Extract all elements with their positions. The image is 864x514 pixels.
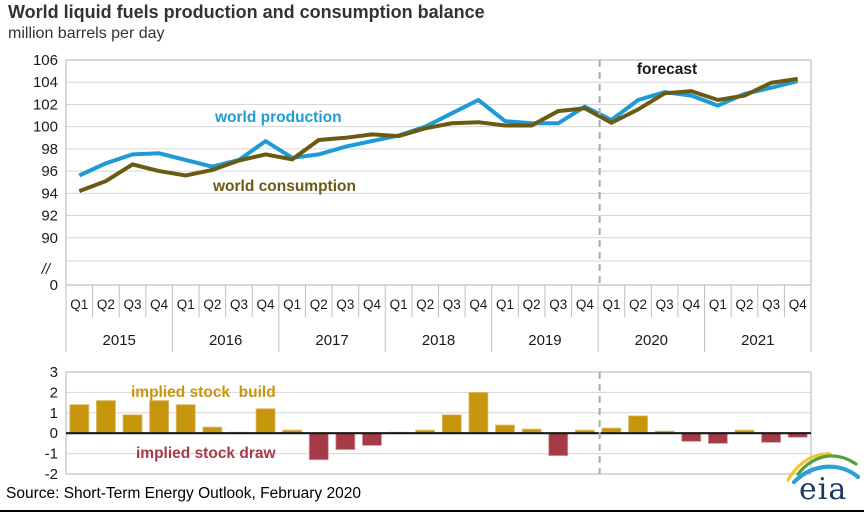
svg-text:3: 3 [50,364,58,381]
quarter-label: Q2 [629,297,647,312]
stock-draw-bar [362,432,382,446]
svg-text:100: 100 [33,119,58,136]
year-label: 2019 [528,332,561,349]
source-note: Source: Short-Term Energy Outlook, Febru… [6,485,361,502]
balance-bars [69,391,808,461]
production-line [78,79,799,178]
eia-logo-text: eia [799,472,848,507]
stock-build-bar [468,391,489,434]
stock-build-bar [69,404,90,434]
y-axis-labels: 3 2 1 0 -1 -2 [45,364,58,483]
year-label: 2015 [103,332,136,349]
eia-logo: eia [786,450,860,508]
svg-text:2: 2 [50,384,58,401]
quarter-label: Q4 [682,297,701,312]
svg-text:0: 0 [50,277,58,294]
quarter-label: Q2 [416,297,434,312]
stock-build-bar [175,404,196,434]
axis-break-mark: // [41,261,52,278]
svg-text:94: 94 [41,185,58,202]
stock-build-bar [628,415,648,434]
implied-stock-chart: 3 2 1 0 -1 -2 implied stock build implied stock… [45,364,812,483]
consumption-line [78,76,798,193]
svg-text:96: 96 [41,163,58,180]
year-label: 2021 [741,332,774,349]
stock-draw-bar [761,432,781,443]
quarter-label: Q4 [469,297,488,312]
quarter-label: Q3 [762,297,780,312]
svg-text:106: 106 [33,52,58,69]
quarter-label: Q1 [496,297,514,312]
stock-build-bar [495,424,515,434]
svg-text:90: 90 [41,230,58,247]
x-axis-labels: Q1 Q2 Q3 Q4 Q1 Q2 Q3 Q4 Q1 Q2 Q3 Q4 Q1 Q2 Q3 Q4 Q1 Q2 Q3 Q4… [65,285,812,352]
year-label: 2017 [315,332,348,349]
svg-text:98: 98 [41,141,58,158]
stock-draw-bar [308,432,329,461]
eia-logo-swoosh-icon [786,452,860,484]
stock-draw-bar [707,432,728,444]
quarter-label: Q3 [549,297,567,312]
stock-build-bar [255,408,276,434]
quarter-label: Q2 [203,297,221,312]
stock-draw-label: implied stock draw [136,445,276,462]
production-consumption-chart: 106 104 102 100 98 96 94 92 90 //0 world productio… [33,52,812,294]
quarter-label: Q3 [656,297,674,312]
quarter-label: Q3 [230,297,248,312]
svg-text:1: 1 [50,405,58,422]
y-axis-labels: 106 104 102 100 98 96 94 92 90 //0 [33,52,58,294]
stock-build-label: implied stock build [131,384,276,401]
chart-units-label: million barrels per day [8,25,165,42]
quarter-label: Q1 [177,297,195,312]
stock-draw-bar [548,432,569,457]
quarter-label: Q1 [390,297,408,312]
year-label: 2016 [209,332,242,349]
quarter-label: Q2 [97,297,115,312]
year-label: 2018 [422,332,455,349]
stock-build-bar [96,400,116,434]
consumption-series-label: world consumption [212,178,356,195]
stock-draw-bar [681,432,702,442]
quarter-label: Q1 [602,297,620,312]
quarter-label: Q4 [257,297,276,312]
footer-rule [0,510,864,512]
svg-text:104: 104 [33,74,58,91]
stock-build-bar [149,400,170,434]
production-series-label: world production [214,109,342,126]
svg-text:0: 0 [50,425,58,442]
quarter-label: Q4 [576,297,595,312]
quarter-label: Q1 [709,297,727,312]
stock-draw-bar [335,432,356,450]
quarter-label: Q3 [443,297,461,312]
page-title: World liquid fuels production and consum… [8,2,485,22]
svg-text:102: 102 [33,96,58,113]
svg-text:92: 92 [41,208,58,225]
quarter-label: Q4 [363,297,382,312]
quarter-label: Q4 [150,297,169,312]
quarter-label: Q1 [70,297,88,312]
quarter-label: Q2 [735,297,753,312]
quarter-label: Q1 [283,297,301,312]
quarter-label: Q4 [789,297,808,312]
svg-text:-1: -1 [45,446,58,463]
stock-build-bar [441,414,462,434]
quarter-label: Q3 [336,297,354,312]
svg-text:-2: -2 [45,466,58,483]
year-label: 2020 [635,332,668,349]
forecast-label: forecast [637,61,697,78]
stock-build-bar [122,414,143,434]
quarter-label: Q3 [124,297,142,312]
quarter-label: Q2 [310,297,328,312]
quarter-label: Q2 [523,297,541,312]
